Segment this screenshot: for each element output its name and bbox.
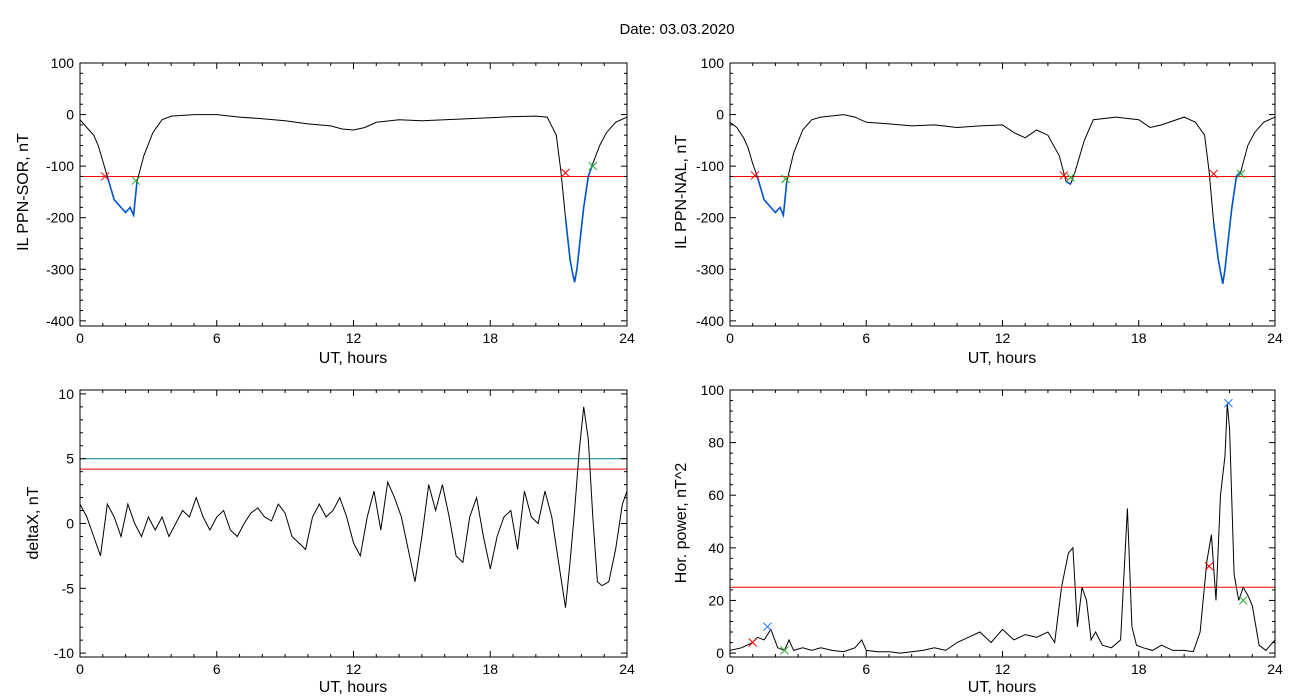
event-marker — [1209, 169, 1219, 179]
plot-area-deltax: 0 6 12 18 24 10 5 0 -5 -10 — [54, 386, 635, 677]
event-marker — [763, 622, 772, 632]
y-axis-title: IL PPN-NAL, nT — [673, 135, 690, 249]
x-tick-label: 12 — [995, 661, 1011, 677]
y-tick-label: 40 — [708, 540, 724, 556]
x-tick-label: 6 — [862, 330, 870, 346]
y-axis-title: Hor. power, nT^2 — [673, 463, 690, 584]
chart-panel-sor: 0 6 12 18 24 100 0 -100 -200 -300 -400 UT, hours I… — [15, 55, 635, 367]
x-axis-title: UT, hours — [968, 679, 1036, 696]
highlight-segment — [1212, 170, 1242, 284]
event-marker — [561, 168, 570, 178]
x-tick-label: 0 — [76, 330, 84, 346]
event-marker — [1066, 173, 1075, 182]
event-marker — [748, 638, 758, 647]
series-line — [80, 114, 627, 283]
y-tick-label: 10 — [58, 386, 74, 402]
highlight-segment — [756, 176, 788, 219]
x-tick-label: 24 — [619, 661, 635, 677]
event-marker — [588, 161, 598, 171]
x-tick-label: 12 — [346, 661, 362, 677]
highlight-segment — [106, 176, 138, 219]
plot-frame — [729, 389, 1276, 658]
chart-panel-power: 0 6 12 18 24 100 80 60 40 20 0 UT, hours Hor. powe… — [673, 382, 1283, 696]
plot-area-sor: 0 6 12 18 24 100 0 -100 -200 -300 -400 — [46, 55, 635, 346]
series-line — [730, 403, 1275, 654]
event-marker — [1238, 596, 1248, 605]
y-tick-label: 5 — [66, 451, 74, 467]
y-tick-label: 20 — [708, 592, 724, 608]
y-tick-label: 0 — [716, 645, 724, 661]
y-tick-label: 0 — [66, 516, 74, 532]
x-axis-title: UT, hours — [968, 350, 1036, 367]
y-tick-label: -100 — [696, 158, 724, 174]
chart-panel-nal: 0 6 12 18 24 100 0 -100 -200 -300 -400 UT, hours I… — [673, 55, 1283, 367]
x-tick-label: 24 — [619, 330, 635, 346]
x-tick-label: 24 — [1267, 330, 1283, 346]
y-axis-title: IL PPN-SOR, nT — [15, 133, 32, 251]
series-line — [730, 114, 1275, 284]
event-marker — [131, 176, 141, 185]
event-marker — [750, 171, 760, 180]
x-tick-label: 18 — [482, 661, 498, 677]
x-tick-label: 18 — [1131, 330, 1147, 346]
event-marker — [1236, 169, 1246, 179]
x-tick-label: 24 — [1267, 661, 1283, 677]
y-tick-label: 0 — [66, 107, 74, 123]
y-tick-label: -300 — [696, 261, 724, 277]
y-tick-label: 100 — [51, 55, 75, 71]
series-line — [80, 406, 627, 608]
highlight-segment — [564, 163, 594, 283]
x-tick-label: 12 — [346, 330, 362, 346]
highlight-segment — [1065, 180, 1072, 185]
y-tick-label: 80 — [708, 435, 724, 451]
page-title: Date: 03.03.2020 — [619, 21, 734, 38]
x-axis-title: UT, hours — [319, 679, 387, 696]
y-tick-label: 100 — [701, 55, 725, 71]
event-marker — [1204, 561, 1214, 571]
y-tick-label: 60 — [708, 487, 724, 503]
y-tick-label: 0 — [716, 107, 724, 123]
plot-area-nal: 0 6 12 18 24 100 0 -100 -200 -300 -400 — [696, 55, 1283, 346]
y-tick-label: -200 — [46, 210, 74, 226]
x-tick-label: 0 — [76, 661, 84, 677]
y-tick-label: -10 — [54, 645, 74, 661]
plot-frame — [79, 389, 628, 658]
y-axis-title: deltaX, nT — [25, 486, 42, 559]
y-tick-label: -5 — [62, 580, 75, 596]
y-tick-label: -400 — [46, 313, 74, 329]
x-tick-label: 18 — [1131, 661, 1147, 677]
x-axis-title: UT, hours — [319, 350, 387, 367]
x-tick-label: 12 — [995, 330, 1011, 346]
y-tick-label: 100 — [701, 382, 725, 398]
plot-frame — [729, 62, 1276, 327]
x-tick-label: 6 — [213, 330, 221, 346]
x-tick-label: 18 — [482, 330, 498, 346]
event-marker — [100, 172, 110, 181]
event-marker — [1059, 171, 1069, 180]
y-tick-label: -300 — [46, 261, 74, 277]
plot-area-power: 0 6 12 18 24 100 80 60 40 20 0 — [701, 382, 1283, 677]
y-tick-label: -100 — [46, 158, 74, 174]
x-tick-label: 0 — [726, 661, 734, 677]
x-tick-label: 0 — [726, 330, 734, 346]
plot-frame — [79, 62, 628, 327]
chart-panel-deltax: 0 6 12 18 24 10 5 0 -5 -10 UT, hours deltaX, nT — [25, 386, 635, 696]
y-tick-label: -200 — [696, 210, 724, 226]
event-marker — [780, 646, 789, 655]
event-marker — [781, 174, 790, 184]
event-marker — [1224, 398, 1233, 408]
x-tick-label: 6 — [213, 661, 221, 677]
x-tick-label: 6 — [862, 661, 870, 677]
y-tick-label: -400 — [696, 313, 724, 329]
